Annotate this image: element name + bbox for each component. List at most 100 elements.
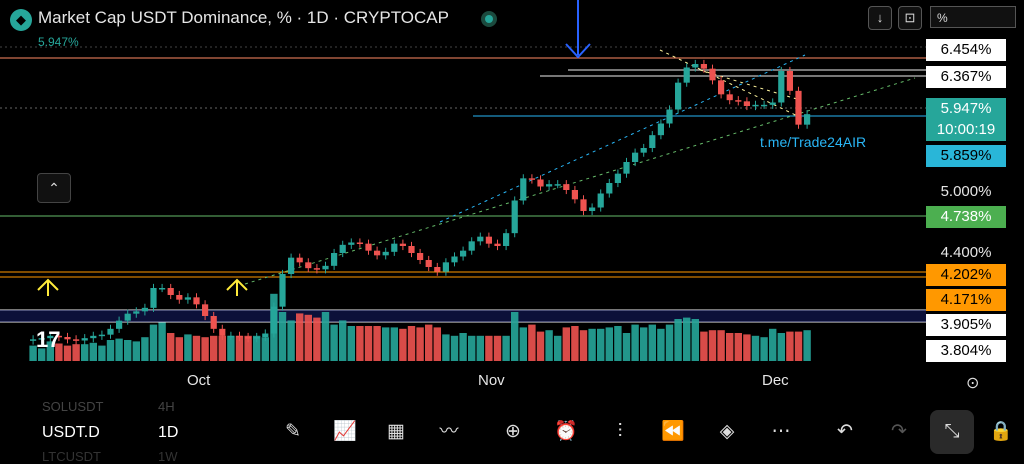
candle — [391, 243, 398, 252]
price-chart[interactable] — [0, 0, 1024, 397]
candle — [769, 102, 776, 105]
replay-icon[interactable]: ⏪ — [661, 421, 685, 442]
interval-selector[interactable]: 1D — [158, 424, 179, 441]
layouts-icon[interactable]: ▦ — [387, 421, 405, 442]
candle — [743, 101, 750, 106]
candle — [434, 267, 441, 272]
candle — [296, 257, 303, 263]
redo-icon[interactable]: ↷ — [891, 421, 907, 442]
add-icon[interactable]: ⊕ — [505, 421, 521, 442]
candle — [348, 242, 355, 245]
candle — [442, 262, 449, 272]
candle — [262, 333, 269, 337]
volume-bar — [691, 319, 699, 361]
symbol-selector[interactable]: USDT.D — [42, 424, 100, 441]
volume-bar — [683, 317, 691, 361]
volume-bar — [493, 335, 502, 361]
volume-bar — [373, 326, 381, 361]
candle — [124, 313, 131, 321]
volume-bar — [304, 314, 312, 361]
volume-bar — [751, 335, 760, 361]
volume-bar — [124, 340, 132, 361]
prev-symbol[interactable]: SOLUSDT — [42, 399, 104, 414]
telegram-annotation[interactable]: t.me/Trade24AIR — [760, 134, 867, 150]
volume-bar — [511, 312, 519, 361]
volume-bar — [605, 327, 613, 361]
alert-icon[interactable]: ⏰ — [554, 421, 578, 442]
volume-bar — [468, 335, 476, 361]
candle — [313, 268, 320, 270]
trend-line — [244, 77, 916, 285]
candle — [279, 274, 286, 307]
candle — [709, 68, 716, 81]
volume-bar — [141, 337, 149, 361]
more-icon[interactable]: ⋯ — [771, 421, 791, 442]
candle — [778, 71, 785, 103]
candle — [451, 256, 458, 263]
price-label: 3.804% — [926, 340, 1006, 362]
indicators-icon[interactable]: 📈 — [333, 421, 357, 442]
next-symbol[interactable]: LTCUSDT — [42, 449, 101, 464]
candle — [623, 162, 630, 174]
candle — [649, 135, 656, 148]
candle — [460, 250, 467, 257]
chart-type-icon[interactable]: ⫶ — [617, 421, 623, 442]
candle — [64, 337, 71, 340]
chart-settings-icon[interactable]: ⊙ — [966, 375, 980, 392]
lock-icon[interactable]: 🔒 — [989, 421, 1013, 442]
volume-bar — [115, 338, 123, 361]
layers-icon[interactable]: ◈ — [719, 421, 735, 442]
volume-bar — [579, 330, 588, 361]
volume-bar — [98, 345, 106, 361]
volume-bar — [330, 324, 338, 361]
volume-bar — [244, 335, 252, 361]
download-icon[interactable]: ↓ — [868, 6, 892, 30]
volume-bar — [29, 345, 37, 361]
candle — [597, 193, 604, 208]
candle — [537, 179, 544, 187]
time-axis-label: Dec — [762, 372, 789, 389]
candle — [399, 243, 406, 246]
volume-bar — [657, 328, 665, 361]
price-label: 4.171% — [926, 289, 1006, 311]
volume-bar — [89, 342, 97, 361]
volume-bar — [192, 335, 201, 361]
collapse-button[interactable]: ⌃ — [37, 173, 71, 203]
fullscreen-exit-icon[interactable]: ⤡ — [930, 410, 974, 454]
candle — [485, 236, 492, 244]
volume-bar — [425, 324, 433, 361]
volume-bar — [339, 320, 347, 361]
next-interval[interactable]: 1W — [158, 449, 178, 464]
draw-icon[interactable]: ✎ — [285, 421, 301, 442]
prev-interval[interactable]: 4H — [158, 399, 175, 414]
volume-bar — [382, 327, 390, 361]
volume-bar — [407, 326, 416, 361]
volume-bar — [622, 333, 631, 361]
price-label: 5.859% — [926, 145, 1006, 167]
volume-bar — [227, 335, 235, 361]
candle — [726, 94, 733, 101]
volume-bar — [614, 326, 622, 361]
candle — [468, 241, 475, 251]
volume-bar — [631, 324, 639, 361]
volume-bar — [46, 341, 54, 361]
price-label: 4.202% — [926, 264, 1006, 286]
candle — [331, 253, 338, 266]
volume-bar — [485, 335, 493, 361]
volume-bar — [760, 337, 768, 361]
strategy-icon[interactable]: 〰 — [439, 421, 459, 442]
scale-field[interactable]: % — [930, 6, 1016, 28]
candle — [503, 233, 510, 246]
candle — [580, 199, 587, 211]
compare-icon[interactable]: ⊡ — [898, 6, 922, 30]
candle — [322, 265, 329, 270]
candle — [589, 207, 596, 211]
volume-bar — [38, 348, 46, 361]
volume-bar — [717, 330, 725, 361]
candle — [606, 183, 613, 194]
candle — [657, 123, 664, 136]
undo-icon[interactable]: ↶ — [837, 421, 853, 442]
volume-bar — [416, 327, 424, 361]
volume-bar — [476, 335, 484, 361]
volume-bar — [794, 331, 803, 361]
